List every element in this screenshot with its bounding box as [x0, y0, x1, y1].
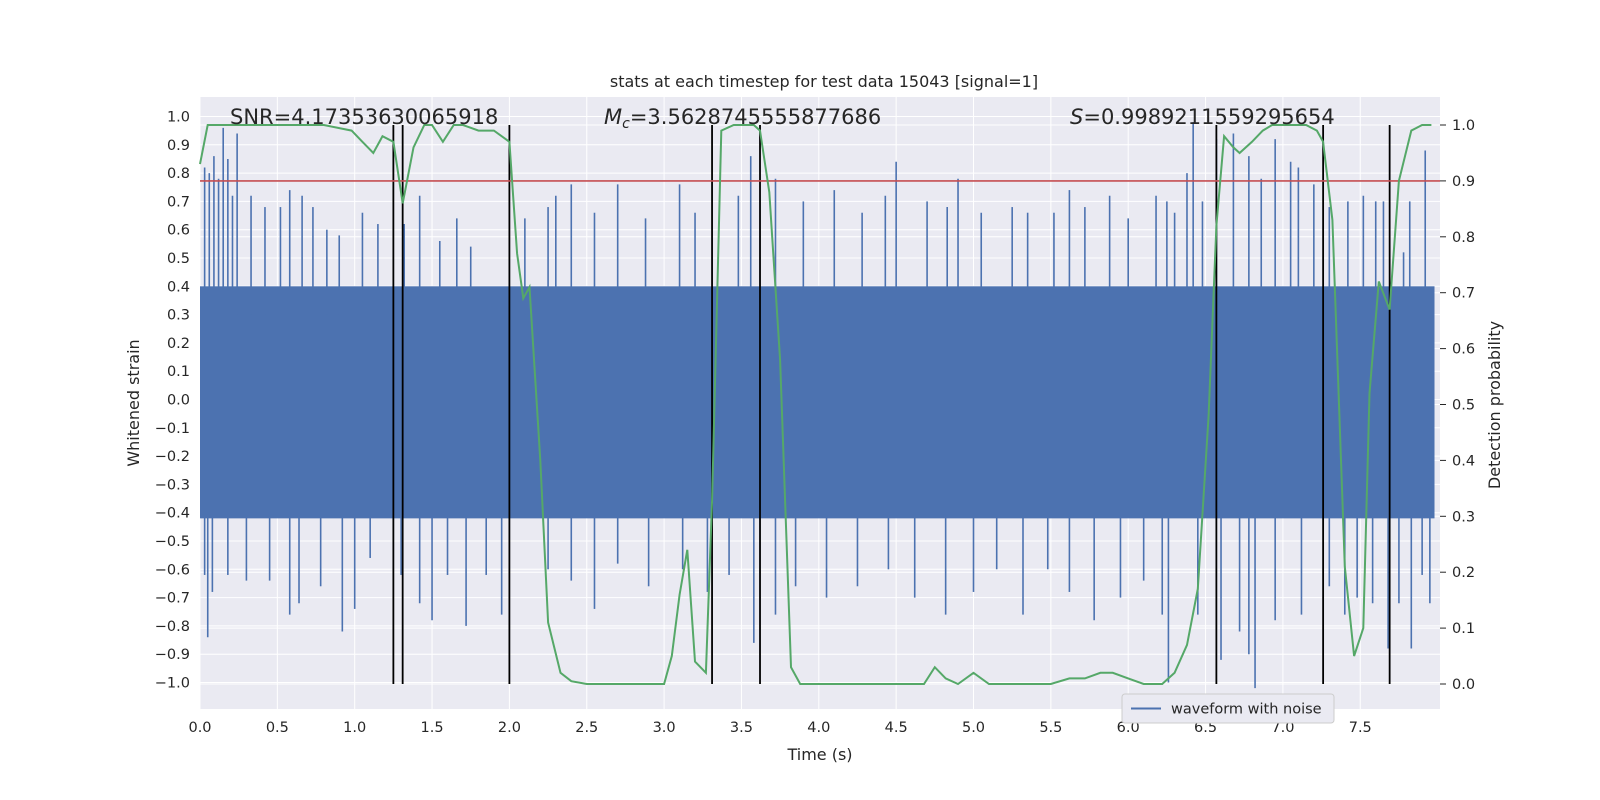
y-right-tick-label: 0.8 — [1452, 230, 1475, 246]
s-annotation: S=0.9989211559295654 — [1070, 105, 1335, 129]
y-left-tick-label: −0.6 — [155, 562, 190, 578]
mc-annotation: Mc=3.5628745555877686 — [604, 105, 881, 132]
legend-box — [1121, 693, 1335, 724]
y-left-tick-label: 0.5 — [167, 251, 190, 267]
y-right-tick-label: 0.9 — [1452, 174, 1475, 190]
legend-label: waveform with noise — [1171, 702, 1322, 718]
x-tick-label: 2.0 — [498, 720, 521, 736]
x-ticks: 0.0 0.5 1.0 1.5 2.0 2.5 3.0 3.5 4.0 4.5 5.0 5.5 6.0 6… — [188, 720, 1371, 736]
y-left-tick-label: 0.3 — [167, 308, 190, 324]
y-left-axis-label: Whitened strain — [124, 339, 143, 466]
y-left-ticks: −1.0 −0.9 −0.8 −0.7 −0.6 −0.5 −0.4 −0.3 −0.2 −0.1… — [155, 110, 190, 692]
y-left-tick-label: 0.0 — [167, 393, 190, 409]
y-left-tick-label: 0.8 — [167, 166, 190, 182]
x-tick-label: 0.5 — [266, 720, 289, 736]
y-left-tick-label: 0.2 — [167, 336, 190, 352]
y-right-tick-label: 0.4 — [1452, 453, 1475, 469]
s-value: =0.9989211559295654 — [1083, 105, 1334, 129]
x-tick-label: 5.0 — [962, 720, 985, 736]
y-left-tick-label: −0.9 — [155, 647, 190, 663]
y-right-tick-label: 0.0 — [1452, 677, 1475, 693]
y-left-tick-label: −0.4 — [155, 506, 190, 522]
x-tick-label: 2.5 — [575, 720, 598, 736]
s-symbol: S — [1070, 105, 1083, 129]
x-axis-label: Time (s) — [786, 745, 852, 764]
y-left-tick-label: −0.3 — [155, 477, 190, 493]
y-right-ticks: 0.0 0.1 0.2 0.3 0.4 0.5 0.6 0.7 0.8 0.9 1.0 — [1440, 118, 1475, 693]
y-right-tick-label: 0.3 — [1452, 509, 1475, 525]
y-left-tick-label: 0.9 — [167, 138, 190, 154]
x-tick-label: 0.0 — [188, 720, 211, 736]
y-right-tick-label: 1.0 — [1452, 118, 1475, 134]
x-tick-label: 3.0 — [653, 720, 676, 736]
mc-subscript: c — [622, 116, 630, 132]
mc-value: =3.5628745555877686 — [630, 105, 881, 129]
y-right-tick-label: 0.1 — [1452, 621, 1475, 637]
y-left-tick-label: −0.1 — [155, 421, 190, 437]
x-tick-label: 1.5 — [421, 720, 444, 736]
y-left-tick-label: −0.2 — [155, 449, 190, 465]
probability-line — [199, 124, 1432, 686]
y-left-tick-label: −0.5 — [155, 534, 190, 550]
waveform-series — [200, 122, 1435, 689]
y-left-tick-label: 0.7 — [167, 194, 190, 210]
y-left-tick-label: 1.0 — [167, 110, 190, 126]
y-left-tick-label: 0.6 — [167, 223, 190, 239]
y-left-tick-label: −1.0 — [155, 676, 190, 692]
waveform-noise-band — [200, 286, 1435, 519]
y-left-tick-label: 0.1 — [167, 364, 190, 380]
chart-title: stats at each timestep for test data 150… — [610, 72, 1038, 91]
x-tick-label: 6.5 — [1194, 720, 1217, 736]
y-right-tick-label: 0.7 — [1452, 286, 1475, 302]
x-tick-label: 6.0 — [1117, 720, 1140, 736]
y-right-tick-label: 0.6 — [1452, 342, 1475, 358]
x-tick-label: 4.0 — [807, 720, 830, 736]
vertical-markers — [392, 125, 1391, 684]
x-tick-label: 5.5 — [1039, 720, 1062, 736]
y-right-tick-label: 0.5 — [1452, 398, 1475, 414]
y-right-tick-label: 0.2 — [1452, 565, 1475, 581]
y-left-tick-label: −0.7 — [155, 591, 190, 607]
probability-series — [199, 124, 1432, 686]
legend: waveform with noise — [1121, 693, 1335, 724]
y-left-tick-label: 0.4 — [167, 279, 190, 295]
x-tick-label: 1.0 — [343, 720, 366, 736]
x-tick-label: 4.5 — [885, 720, 908, 736]
x-tick-label: 3.5 — [730, 720, 753, 736]
mc-symbol: M — [604, 105, 622, 129]
x-tick-label: 7.0 — [1271, 720, 1294, 736]
snr-annotation: SNR=4.17353630065918 — [230, 105, 498, 129]
y-left-tick-label: −0.8 — [155, 619, 190, 635]
y-right-axis-label: Detection probability — [1485, 321, 1504, 489]
x-tick-label: 7.5 — [1349, 720, 1372, 736]
